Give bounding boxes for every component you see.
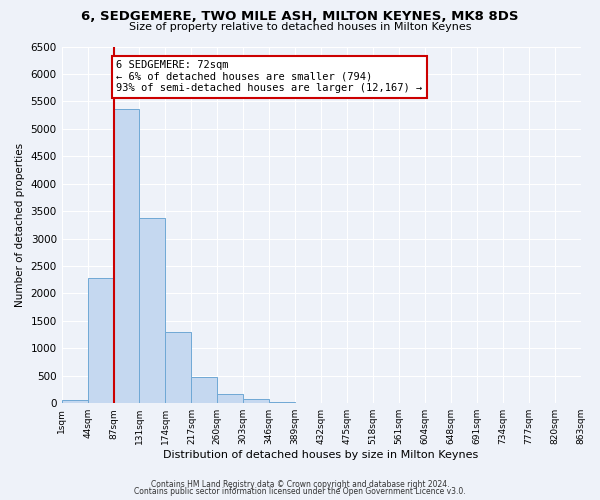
- X-axis label: Distribution of detached houses by size in Milton Keynes: Distribution of detached houses by size …: [163, 450, 479, 460]
- Text: Size of property relative to detached houses in Milton Keynes: Size of property relative to detached ho…: [129, 22, 471, 32]
- Bar: [88, 278, 113, 403]
- Bar: [139, 218, 166, 403]
- Bar: [243, 398, 269, 403]
- Bar: [269, 402, 295, 403]
- Bar: [62, 400, 88, 403]
- Bar: [166, 332, 191, 403]
- Y-axis label: Number of detached properties: Number of detached properties: [15, 143, 25, 307]
- Text: Contains public sector information licensed under the Open Government Licence v3: Contains public sector information licen…: [134, 488, 466, 496]
- Bar: [191, 377, 217, 403]
- Text: 6, SEDGEMERE, TWO MILE ASH, MILTON KEYNES, MK8 8DS: 6, SEDGEMERE, TWO MILE ASH, MILTON KEYNE…: [81, 10, 519, 23]
- Text: Contains HM Land Registry data © Crown copyright and database right 2024.: Contains HM Land Registry data © Crown c…: [151, 480, 449, 489]
- Text: 6 SEDGEMERE: 72sqm
← 6% of detached houses are smaller (794)
93% of semi-detache: 6 SEDGEMERE: 72sqm ← 6% of detached hous…: [116, 60, 422, 94]
- Bar: [217, 394, 243, 403]
- Bar: [113, 109, 139, 403]
